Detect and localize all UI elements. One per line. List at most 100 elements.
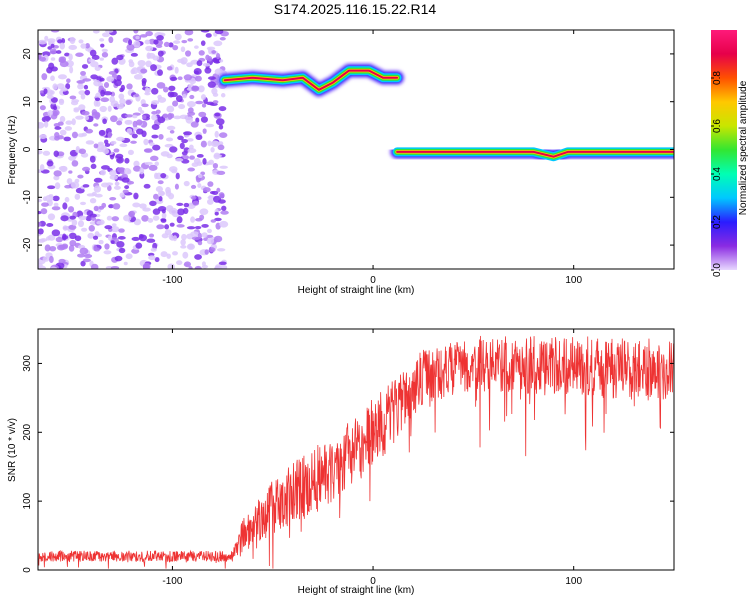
- noise-speck: [142, 262, 151, 269]
- x-tick-label: 0: [370, 576, 376, 587]
- noise-speck: [108, 204, 114, 209]
- noise-speck: [205, 123, 215, 128]
- noise-speck: [64, 126, 73, 131]
- noise-speck: [118, 228, 125, 233]
- noise-speck: [124, 119, 133, 125]
- noise-speck: [145, 45, 154, 52]
- noise-speck: [38, 228, 44, 235]
- noise-speck: [53, 202, 59, 207]
- noise-speck: [90, 216, 97, 221]
- noise-speck: [109, 169, 117, 176]
- noise-speck: [108, 71, 116, 75]
- noise-speck: [69, 36, 76, 44]
- noise-speck: [170, 76, 178, 81]
- y-tick-label: -20: [22, 237, 33, 252]
- noise-speck: [181, 61, 187, 65]
- noise-speck: [78, 215, 87, 221]
- noise-speck: [133, 192, 139, 200]
- noise-speck: [69, 215, 76, 220]
- noise-speck: [38, 198, 43, 203]
- noise-speck: [190, 184, 197, 189]
- noise-speck: [194, 265, 202, 269]
- noise-speck: [206, 198, 214, 205]
- noise-speck: [52, 110, 58, 117]
- noise-speck: [111, 223, 117, 227]
- noise-speck: [157, 180, 164, 185]
- noise-speck: [205, 33, 212, 38]
- noise-speck: [179, 142, 185, 150]
- noise-speck: [116, 136, 125, 142]
- x-tick-label: -100: [162, 576, 182, 587]
- noise-speck: [218, 261, 227, 266]
- noise-speck: [42, 256, 50, 262]
- noise-speck: [174, 66, 179, 74]
- noise-speck: [90, 74, 98, 80]
- noise-speck: [42, 150, 51, 156]
- noise-speck: [80, 70, 86, 76]
- noise-speck: [195, 134, 203, 141]
- noise-speck: [202, 187, 211, 193]
- noise-speck: [50, 97, 58, 103]
- noise-speck: [212, 100, 219, 104]
- noise-speck: [49, 255, 54, 264]
- noise-speck: [202, 128, 207, 134]
- noise-speck: [186, 100, 196, 108]
- noise-speck: [187, 167, 195, 172]
- noise-speck: [218, 192, 225, 199]
- noise-speck: [216, 170, 226, 175]
- noise-speck: [88, 58, 96, 63]
- noise-speck: [215, 118, 225, 126]
- noise-speck: [63, 136, 71, 142]
- noise-speck: [200, 116, 208, 123]
- noise-speck: [94, 112, 100, 120]
- noise-speck: [166, 153, 173, 159]
- noise-speck: [115, 153, 124, 159]
- noise-speck: [96, 220, 104, 225]
- noise-speck: [218, 106, 227, 112]
- noise-speck: [59, 129, 67, 136]
- noise-speck: [68, 53, 73, 61]
- noise-speck: [212, 195, 222, 203]
- noise-speck: [161, 212, 167, 219]
- noise-speck: [47, 185, 56, 190]
- noise-speck: [125, 100, 132, 106]
- noise-speck: [207, 56, 213, 62]
- noise-speck: [49, 245, 57, 252]
- noise-speck: [68, 244, 75, 252]
- noise-speck: [110, 265, 120, 269]
- noise-speck: [92, 30, 100, 34]
- noise-speck: [206, 228, 212, 234]
- noise-speck: [85, 140, 95, 145]
- noise-speck: [53, 170, 62, 177]
- noise-speck: [219, 165, 228, 169]
- noise-speck: [119, 98, 126, 105]
- noise-speck: [134, 93, 140, 98]
- noise-speck: [90, 61, 99, 68]
- snr-panel: -100 0 100 0 100 200 300 Height of straight l…: [7, 328, 675, 596]
- noise-speck: [211, 190, 219, 196]
- noise-speck: [151, 87, 159, 95]
- noise-speck: [169, 166, 178, 173]
- noise-speck: [95, 100, 101, 107]
- noise-speck: [56, 50, 62, 54]
- noise-speck: [207, 181, 214, 187]
- noise-speck: [130, 140, 137, 144]
- noise-speck: [102, 118, 107, 125]
- noise-speck: [175, 95, 183, 103]
- noise-speck: [47, 38, 56, 43]
- noise-speck: [82, 184, 90, 188]
- noise-speck: [123, 261, 128, 266]
- noise-speck: [98, 205, 105, 210]
- noise-speck: [141, 215, 149, 222]
- y-tick-label: 200: [22, 424, 33, 441]
- noise-speck: [168, 42, 174, 48]
- noise-speck: [77, 253, 85, 258]
- noise-speck: [194, 45, 199, 49]
- noise-speck: [57, 135, 64, 140]
- noise-speck: [57, 39, 63, 44]
- noise-speck: [124, 157, 130, 164]
- noise-speck: [176, 216, 183, 224]
- noise-speck: [103, 81, 110, 89]
- noise-speck: [210, 147, 215, 153]
- noise-speck: [50, 266, 58, 269]
